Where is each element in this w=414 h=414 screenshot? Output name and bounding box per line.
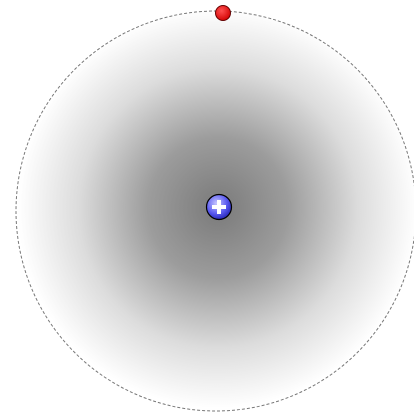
electron	[215, 5, 231, 21]
nucleus	[205, 193, 233, 221]
plus-sign	[212, 200, 226, 214]
